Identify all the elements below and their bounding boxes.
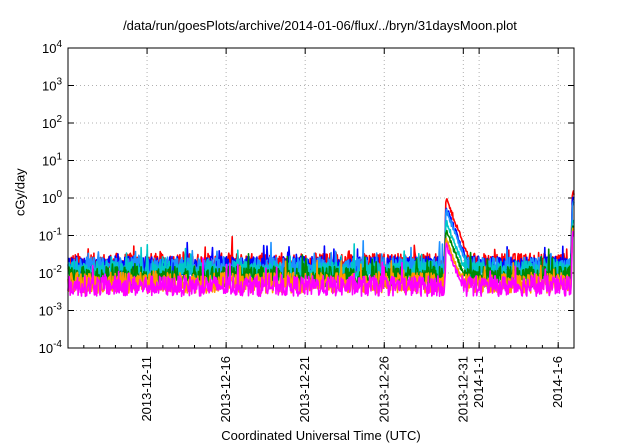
x-tick-label: 2013-12-11: [139, 356, 154, 422]
y-tick-label: 103: [42, 77, 62, 94]
y-tick-label: 100: [42, 189, 62, 206]
x-tick-label: 2013-12-26: [376, 356, 391, 423]
y-tick-label: 10-3: [39, 302, 63, 319]
x-axis-label: Coordinated Universal Time (UTC): [221, 428, 421, 443]
x-tick-label: 2014-1-1: [471, 356, 486, 408]
y-axis-label: cGy/day: [12, 168, 28, 216]
x-tick-label: 2013-12-16: [218, 356, 233, 423]
y-tick-label: 10-4: [39, 339, 63, 356]
y-tick-label: 10-2: [39, 264, 63, 281]
y-tick-label: 102: [42, 114, 62, 131]
chart-title: /data/run/goesPlots/archive/2014-01-06/f…: [123, 18, 517, 33]
x-tick-label: 2013-12-21: [297, 356, 312, 423]
x-tick-label: 2013-12-31: [455, 356, 470, 423]
series-line-6: [67, 230, 575, 298]
x-tick-label: 2014-1-6: [550, 356, 565, 408]
y-tick-label: 104: [42, 39, 62, 56]
y-tick-label: 101: [42, 152, 62, 169]
y-tick-label: 10-1: [39, 227, 63, 244]
plot-frame: [67, 47, 575, 349]
